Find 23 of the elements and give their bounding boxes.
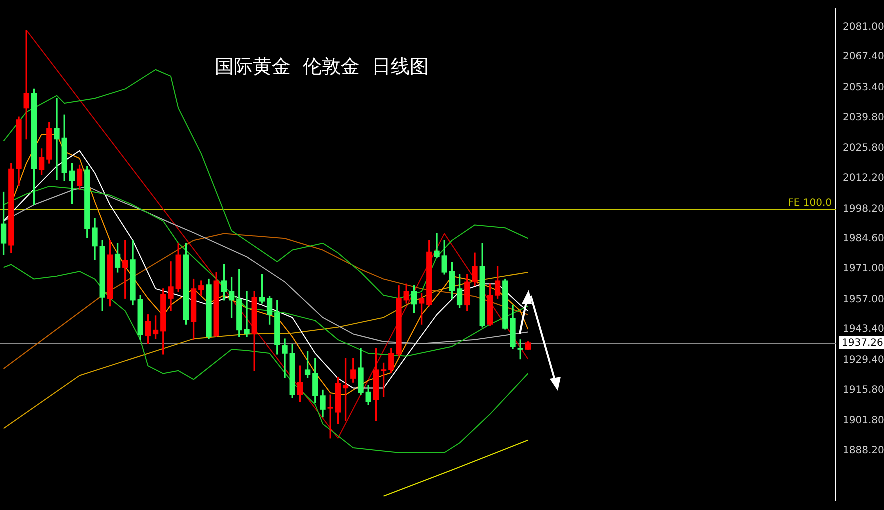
y-tick-label: 2012.20 (843, 173, 884, 184)
y-tick-label: 1957.00 (843, 294, 884, 306)
y-tick-label: 1888.20 (843, 445, 884, 456)
ref-line-label: FE 100.0 (788, 198, 832, 210)
y-tick-label: 1929.40 (843, 354, 884, 366)
ref-line-label: 1937.26 (842, 338, 884, 350)
candlestick (168, 262, 174, 312)
y-tick-label: 2039.80 (843, 112, 884, 124)
y-tick-label: 1943.40 (843, 324, 884, 336)
y-tick-label: 1998.20 (843, 204, 884, 215)
candlestick (434, 233, 440, 258)
candlestick (282, 338, 288, 378)
y-tick-label: 1971.00 (843, 264, 884, 275)
y-tick-label: 2081.00 (843, 22, 884, 33)
y-tick-label: 1901.80 (843, 416, 884, 427)
text: 国际黄金 伦敦金 日线图 (215, 55, 430, 80)
y-tick-label: 1915.80 (843, 384, 884, 396)
y-tick-label: 2053.40 (843, 82, 884, 94)
candlestick (54, 98, 60, 180)
candlestick (244, 291, 250, 338)
y-tick-label: 2025.80 (843, 143, 884, 154)
y-tick-label: 1984.60 (843, 234, 884, 245)
y-tick-label: 2067.40 (843, 52, 884, 63)
